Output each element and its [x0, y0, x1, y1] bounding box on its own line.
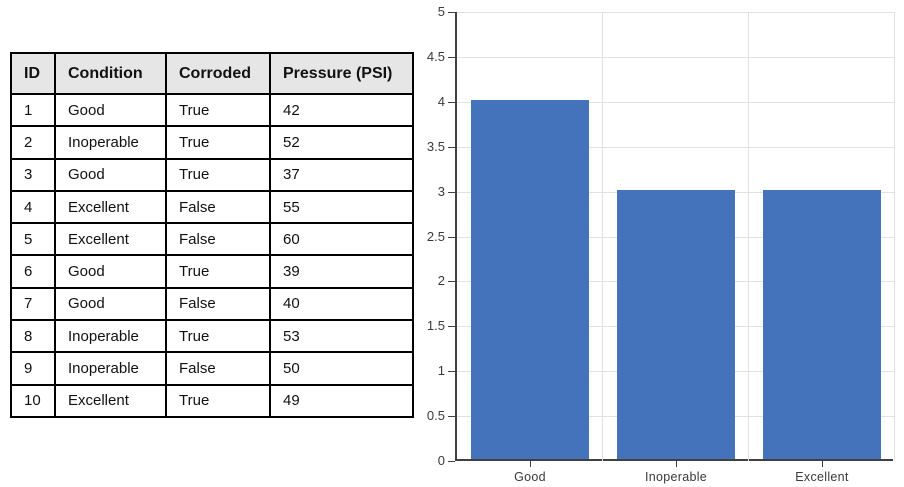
cell-id-row-7: 7 [10, 286, 56, 322]
y-axis-label-2: 2 [437, 273, 445, 289]
cell-id-row-4: 4 [10, 189, 56, 225]
y-axis-tick-4 [448, 101, 455, 103]
cell-condition-row-2: Inoperable [54, 125, 167, 160]
gridline-x-2 [748, 12, 749, 461]
y-axis-tick-3-5 [448, 146, 455, 148]
cell-pressure-psi-row-4: 55 [269, 189, 414, 225]
bar-inoperable [617, 189, 735, 459]
cell-id-row-3: 3 [10, 157, 56, 192]
cell-condition-row-8: Inoperable [54, 319, 167, 354]
cell-condition-row-10: Excellent [54, 383, 167, 418]
y-axis-tick-3 [448, 191, 455, 193]
chart-plot-area: 0 0.5 1 1.5 2 2.5 3 3.5 4 4.5 5 Good Inoperable Excel… [427, 4, 895, 484]
y-axis-label-5: 5 [437, 4, 445, 19]
cell-pressure-psi-row-2: 52 [269, 125, 414, 160]
cell-condition-row-6: Good [54, 254, 167, 289]
cell-pressure-psi-row-5: 60 [269, 222, 414, 257]
table-row-9: 9 Inoperable False 50 [10, 351, 414, 386]
x-category-label-excellent: Excellent [795, 470, 849, 484]
gridline-y-5 [457, 12, 895, 13]
cell-id-row-2: 2 [10, 125, 56, 160]
y-axis-label-0: 0 [437, 453, 445, 468]
y-axis-label-1-5: 1.5 [426, 318, 445, 334]
table-row-2: 2 Inoperable True 52 [10, 125, 414, 160]
cell-id-row-10: 10 [10, 383, 56, 418]
y-axis-tick-0-5 [448, 416, 455, 418]
cell-id-row-9: 9 [10, 351, 56, 386]
table-row-8: 8 Inoperable True 53 [10, 319, 414, 354]
gridline-y-4.5 [457, 56, 895, 58]
y-axis-tick-2-5 [448, 236, 455, 238]
y-axis-label-0-5: 0.5 [426, 408, 445, 424]
table-row-3: 3 Good True 37 [10, 157, 414, 192]
y-axis-tick-1 [448, 371, 455, 373]
cell-id-row-6: 6 [10, 254, 56, 289]
y-axis-tick-0 [448, 461, 455, 462]
table-row-1: 1 Good True 42 [10, 92, 414, 128]
cell-id-row-5: 5 [10, 222, 56, 257]
cell-corroded-row-4: False [165, 189, 271, 225]
column-header-condition: Condition [54, 52, 167, 95]
x-category-label-inoperable: Inoperable [644, 470, 708, 484]
cell-pressure-psi-row-1: 42 [269, 92, 414, 128]
cell-condition-row-5: Excellent [54, 222, 167, 257]
cell-corroded-row-2: True [165, 125, 271, 160]
cell-corroded-row-6: True [165, 254, 271, 289]
cell-condition-row-4: Excellent [54, 189, 167, 225]
x-axis-tick-excellent [822, 461, 823, 467]
y-axis-label-2-5: 2.5 [426, 228, 445, 244]
x-category-label-good: Good [514, 470, 546, 484]
gridline-x-3 [894, 12, 895, 461]
cell-pressure-psi-row-6: 39 [269, 254, 414, 289]
y-axis-label-4: 4 [437, 93, 445, 109]
cell-condition-row-7: Good [54, 286, 167, 322]
cell-condition-row-1: Good [54, 92, 167, 128]
table-header: ID Condition Corroded Pressure (PSI) [10, 52, 414, 95]
bar-excellent [763, 189, 881, 459]
cell-pressure-psi-row-10: 49 [269, 383, 414, 418]
cell-corroded-row-9: False [165, 351, 271, 386]
table-row-10: 10 Excellent True 49 [10, 383, 414, 418]
y-axis-tick-2 [448, 281, 455, 283]
cell-pressure-psi-row-7: 40 [269, 286, 414, 322]
column-header-id: ID [10, 52, 56, 95]
cell-corroded-row-10: True [165, 383, 271, 418]
table-body: 1 Good True 42 2 Inoperable True 52 3 Good True 37 4… [10, 92, 414, 418]
table-row-6: 6 Good True 39 [10, 254, 414, 289]
gridline-x-1 [602, 12, 603, 461]
cell-id-row-1: 1 [10, 92, 56, 128]
bar-good [471, 99, 589, 459]
cell-corroded-row-8: True [165, 319, 271, 354]
gridline-y-4 [457, 101, 895, 103]
x-axis-tick-good [530, 461, 531, 467]
y-axis-label-3-5: 3.5 [426, 138, 445, 154]
cell-condition-row-9: Inoperable [54, 351, 167, 386]
y-axis-label-3: 3 [437, 183, 445, 199]
cell-pressure-psi-row-8: 53 [269, 319, 414, 354]
table-row-5: 5 Excellent False 60 [10, 222, 414, 257]
table-header-row: ID Condition Corroded Pressure (PSI) [10, 52, 414, 95]
table-row-7: 7 Good False 40 [10, 286, 414, 322]
pipes-data-table: ID Condition Corroded Pressure (PSI) 1 Good T… [10, 52, 414, 418]
y-axis-tick-5 [448, 12, 455, 13]
column-header-corroded: Corroded [165, 52, 271, 95]
cell-pressure-psi-row-9: 50 [269, 351, 414, 386]
cell-corroded-row-1: True [165, 92, 271, 128]
cell-condition-row-3: Good [54, 157, 167, 192]
y-axis-tick-1-5 [448, 326, 455, 328]
cell-corroded-row-5: False [165, 222, 271, 257]
cell-corroded-row-7: False [165, 286, 271, 322]
gridline-y-3.5 [457, 146, 895, 148]
condition-count-bar-chart: 0 0.5 1 1.5 2 2.5 3 3.5 4 4.5 5 Good Inoperable Excel… [427, 4, 904, 487]
y-axis-label-4-5: 4.5 [426, 48, 445, 64]
cell-pressure-psi-row-3: 37 [269, 157, 414, 192]
cell-id-row-8: 8 [10, 319, 56, 354]
cell-corroded-row-3: True [165, 157, 271, 192]
x-axis-tick-inoperable [676, 461, 677, 467]
y-axis-tick-4-5 [448, 56, 455, 58]
table-row-4: 4 Excellent False 55 [10, 189, 414, 225]
y-axis-label-1: 1 [437, 363, 445, 379]
column-header-pressure-psi: Pressure (PSI) [269, 52, 414, 95]
